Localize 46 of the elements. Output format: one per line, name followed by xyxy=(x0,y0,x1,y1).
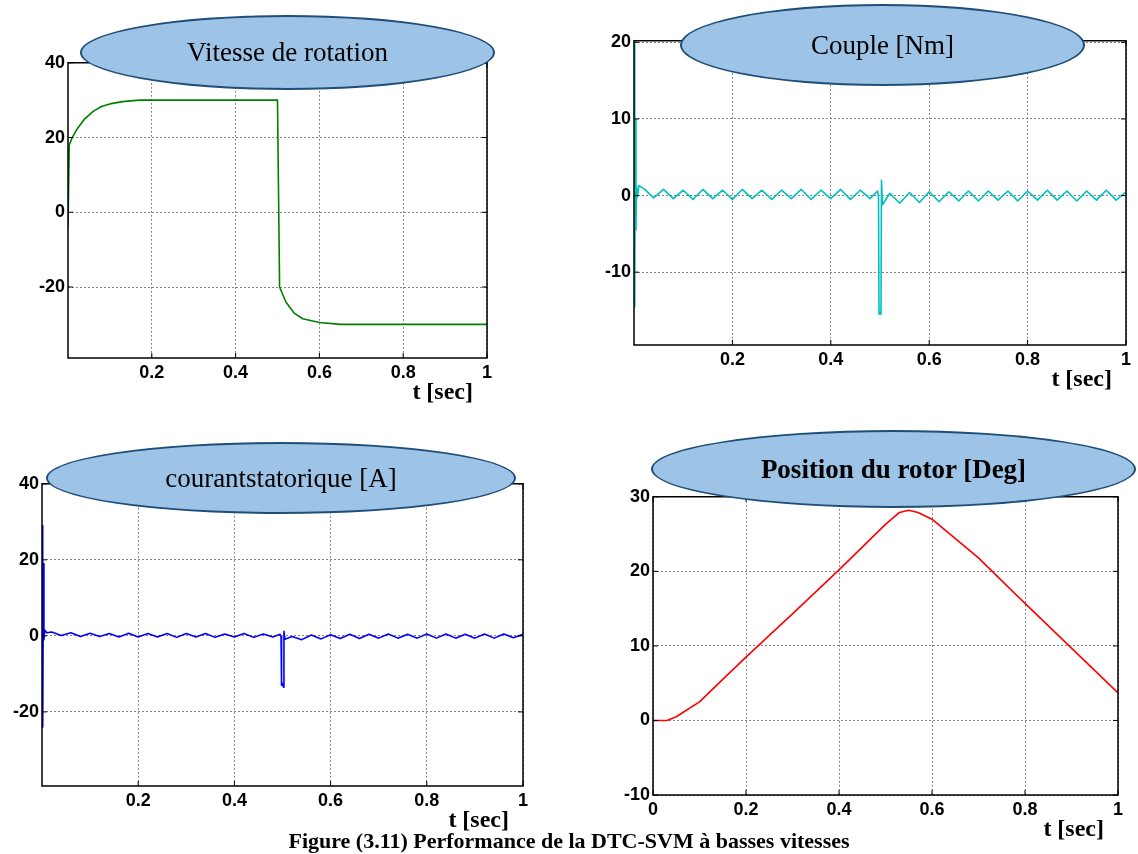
x-tick-label: 0.6 xyxy=(919,798,945,819)
x-tick-label: 0.4 xyxy=(223,361,249,382)
y-tick-label: -10 xyxy=(604,261,631,282)
x-tick-label: 1 xyxy=(517,789,529,810)
x-tick-label: 0.8 xyxy=(1015,348,1041,369)
oval-badge: Position du rotor [Deg] xyxy=(651,430,1136,508)
x-axis-title: t [sec] xyxy=(1043,815,1104,842)
x-tick-label: 0.6 xyxy=(318,789,344,810)
chart-title: Position du rotor [Deg] xyxy=(760,453,1027,485)
x-tick-label: 0.2 xyxy=(719,348,745,369)
x-tick-label: 0.4 xyxy=(221,789,247,810)
y-tick-label: 0 xyxy=(28,624,39,645)
x-tick-label: 1 xyxy=(481,361,493,382)
x-tick-label: 1 xyxy=(1120,348,1132,369)
x-tick-label: 0.8 xyxy=(414,789,440,810)
y-tick-label: 10 xyxy=(629,634,650,655)
chart-title: courantstatorique [A] xyxy=(165,462,397,494)
y-tick-label: 30 xyxy=(629,485,650,506)
x-tick-label: 1 xyxy=(1112,798,1124,819)
x-tick-label: 0.4 xyxy=(826,798,852,819)
x-tick-label: 0.2 xyxy=(733,798,759,819)
y-tick-label: -20 xyxy=(38,275,65,296)
y-tick-label: 40 xyxy=(18,472,39,493)
y-tick-label: 0 xyxy=(620,184,631,205)
y-tick-label: 10 xyxy=(610,107,631,128)
chart-title: Couple [Nm] xyxy=(810,29,955,61)
oval-badge: Vitesse de rotation xyxy=(80,15,495,90)
x-tick-label: 0.8 xyxy=(1012,798,1038,819)
x-tick-label: 0.4 xyxy=(818,348,844,369)
y-tick-label: 20 xyxy=(610,31,631,52)
chart-title: Vitesse de rotation xyxy=(187,37,388,68)
x-tick-label: 0.2 xyxy=(139,361,165,382)
oval-badge: courantstatorique [A] xyxy=(46,442,516,514)
y-tick-label: 40 xyxy=(44,51,65,72)
y-tick-label: -10 xyxy=(623,783,650,804)
x-tick-label: 0.2 xyxy=(125,789,151,810)
oval-badge: Couple [Nm] xyxy=(680,4,1085,86)
y-tick-label: 0 xyxy=(54,201,65,222)
x-axis-title: t [sec] xyxy=(1051,365,1112,392)
y-tick-label: -20 xyxy=(12,700,39,721)
y-tick-label: 20 xyxy=(18,548,39,569)
x-tick-label: 0.6 xyxy=(306,361,332,382)
x-tick-label: 0.6 xyxy=(916,348,942,369)
y-tick-label: 20 xyxy=(629,560,650,581)
y-tick-label: 0 xyxy=(639,709,650,730)
y-tick-label: 20 xyxy=(44,126,65,147)
